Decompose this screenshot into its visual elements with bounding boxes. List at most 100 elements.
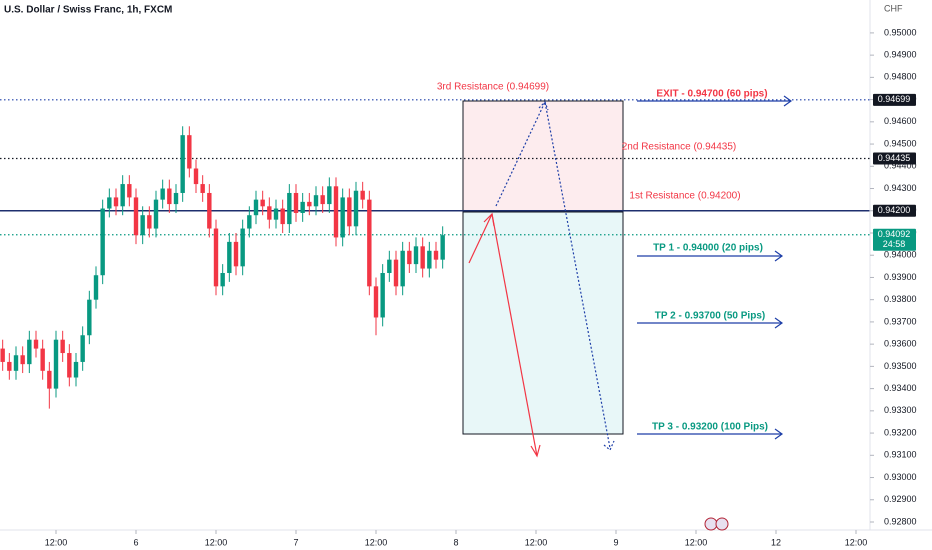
- annotation: 2nd Resistance (0.94435): [622, 142, 737, 153]
- y-tick-label: 0.94900: [884, 50, 917, 60]
- x-tick-label: 12: [771, 537, 781, 547]
- candle-body: [200, 184, 205, 193]
- price-label-box: [873, 204, 916, 217]
- candle-body: [440, 235, 445, 260]
- candle-body: [20, 355, 25, 365]
- candle-body: [27, 339, 32, 365]
- candle-body: [333, 186, 339, 238]
- candle-body: [293, 192, 299, 213]
- candle-body: [407, 250, 412, 265]
- target-zone: [462, 100, 624, 213]
- arrowhead: [774, 428, 784, 440]
- path-arrows: [468, 100, 615, 458]
- candle-body: [7, 361, 12, 371]
- candle-body: [140, 215, 145, 236]
- candle-body: [193, 168, 199, 185]
- annotation: 3rd Resistance (0.94699): [437, 82, 549, 93]
- flags: [704, 517, 729, 531]
- x-tick-label: 9: [613, 537, 618, 547]
- candle-body: [353, 190, 359, 227]
- candle-body: [87, 299, 92, 336]
- flag-icon: [704, 517, 718, 531]
- candle-body: [60, 339, 65, 354]
- candle-body: [133, 197, 139, 236]
- x-tick-label: 6: [133, 537, 138, 547]
- candle-body: [320, 195, 325, 205]
- x-tick-label: 12:00: [205, 537, 228, 547]
- price-label: 0.94435: [878, 153, 911, 163]
- y-tick-label: 0.93200: [884, 427, 917, 437]
- x-tick-label: 12:00: [525, 537, 548, 547]
- annotation: TP 3 - 0.93200 (100 Pips): [652, 422, 768, 433]
- candle-body: [367, 199, 372, 287]
- annotation: EXIT - 0.94700 (60 pips): [656, 89, 767, 100]
- y-tick-label: 0.94000: [884, 250, 917, 260]
- y-tick-label: 0.92900: [884, 494, 917, 504]
- candle-body: [107, 197, 112, 209]
- candle-body: [300, 201, 305, 213]
- candle-body: [207, 192, 212, 229]
- x-tick-label: 7: [293, 537, 298, 547]
- candle-body: [213, 228, 219, 287]
- countdown: 24:58: [883, 239, 906, 249]
- y-tick-label: 0.93400: [884, 383, 917, 393]
- candle-body: [13, 355, 19, 371]
- unit-label: CHF: [884, 3, 903, 13]
- candle-body: [220, 273, 225, 287]
- candle-body: [53, 339, 59, 389]
- candle-body: [427, 250, 432, 269]
- y-tick-label: 0.93800: [884, 294, 917, 304]
- candle-body: [180, 135, 185, 193]
- chart-title: U.S. Dollar / Swiss Franc, 1h, FXCM: [4, 5, 172, 16]
- levels: [0, 99, 870, 236]
- candle-body: [127, 184, 132, 198]
- y-tick-label: 0.92800: [884, 516, 917, 526]
- candle-body: [393, 259, 399, 287]
- candle-body: [247, 215, 252, 229]
- y-tick-label: 0.94500: [884, 138, 917, 148]
- x-tick-label: 12:00: [45, 537, 68, 547]
- price-label: 0.94200: [878, 205, 911, 215]
- tp-arrows: [637, 95, 793, 440]
- candle-body: [267, 206, 272, 220]
- candle-body: [40, 348, 45, 371]
- x-tick-label: 12:00: [845, 537, 868, 547]
- arrowhead: [530, 444, 541, 458]
- y-tick-label: 0.93600: [884, 339, 917, 349]
- x-tick-label: 12:00: [685, 537, 708, 547]
- candle-body: [307, 201, 312, 207]
- y-tick-label: 0.93300: [884, 405, 917, 415]
- candle-body: [147, 215, 152, 229]
- candle-body: [113, 197, 119, 207]
- arrow: [495, 100, 611, 449]
- candle-body: [33, 339, 39, 349]
- y-tick-label: 0.93000: [884, 472, 917, 482]
- arrow: [491, 213, 538, 457]
- flag-icon: [715, 517, 729, 531]
- candle-body: [313, 195, 319, 207]
- candle-body: [273, 208, 279, 220]
- candle-body: [93, 275, 99, 300]
- candle-body: [227, 241, 232, 274]
- price-label: 0.94092: [878, 229, 911, 239]
- arrowhead: [783, 95, 793, 107]
- candle-body: [153, 199, 159, 229]
- y-tick-label: 0.94300: [884, 183, 917, 193]
- candle-body: [73, 361, 79, 378]
- y-tick-label: 0.94600: [884, 116, 917, 126]
- candle-body: [253, 199, 259, 216]
- candle-body: [400, 250, 405, 287]
- y-tick-label: 0.93100: [884, 450, 917, 460]
- y-tick-label: 0.95000: [884, 27, 917, 37]
- candle-body: [433, 250, 439, 260]
- y-tick-label: 0.93900: [884, 272, 917, 282]
- candle-body: [233, 241, 239, 267]
- y-tick-label: 0.93500: [884, 361, 917, 371]
- price-label: 0.94699: [878, 94, 911, 104]
- candle-body: [327, 186, 332, 205]
- candle-body: [380, 273, 385, 318]
- y-tick-label: 0.94400: [884, 161, 917, 171]
- annotation: 1st Resistance (0.94200): [629, 191, 740, 202]
- candle-body: [0, 348, 5, 362]
